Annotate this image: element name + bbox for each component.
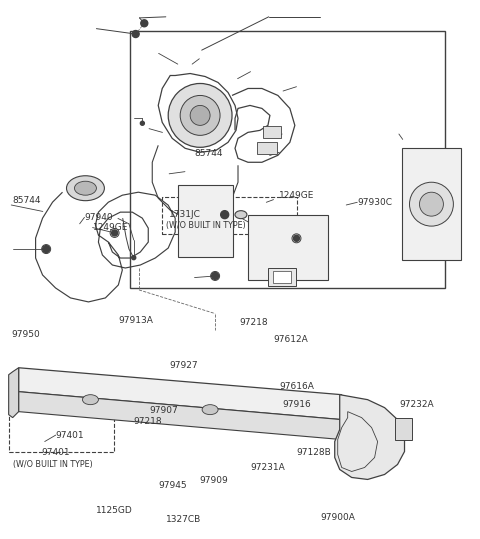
Polygon shape bbox=[19, 392, 342, 440]
Bar bbox=[273, 271, 291, 283]
Ellipse shape bbox=[67, 176, 104, 201]
Text: 97401: 97401 bbox=[41, 448, 70, 457]
Circle shape bbox=[409, 182, 454, 226]
Circle shape bbox=[190, 106, 210, 126]
Bar bbox=[402, 148, 461, 260]
Text: 1125GD: 1125GD bbox=[96, 506, 133, 515]
Text: 1327CB: 1327CB bbox=[166, 515, 201, 524]
Circle shape bbox=[292, 234, 301, 243]
Circle shape bbox=[180, 95, 220, 135]
Text: 97218: 97218 bbox=[134, 417, 162, 426]
Polygon shape bbox=[335, 395, 405, 480]
Circle shape bbox=[168, 84, 232, 147]
Ellipse shape bbox=[202, 405, 218, 414]
Text: 97907: 97907 bbox=[149, 406, 178, 415]
Bar bbox=[178, 185, 233, 257]
Text: (W/O BUILT IN TYPE): (W/O BUILT IN TYPE) bbox=[166, 221, 246, 230]
Bar bbox=[9, 389, 114, 452]
Circle shape bbox=[420, 192, 444, 216]
Circle shape bbox=[42, 245, 51, 253]
Text: 97913A: 97913A bbox=[118, 316, 153, 325]
Text: (W/O BUILT IN TYPE): (W/O BUILT IN TYPE) bbox=[12, 460, 93, 468]
Text: 85744: 85744 bbox=[12, 196, 41, 205]
Text: 97218: 97218 bbox=[239, 317, 268, 327]
Text: 97232A: 97232A bbox=[399, 400, 433, 410]
Bar bbox=[248, 215, 328, 280]
Text: 97616A: 97616A bbox=[279, 382, 314, 391]
Text: 97909: 97909 bbox=[199, 476, 228, 485]
Circle shape bbox=[43, 246, 49, 253]
Circle shape bbox=[112, 230, 118, 236]
Text: 97401: 97401 bbox=[56, 431, 84, 440]
Text: 97612A: 97612A bbox=[274, 335, 308, 344]
Circle shape bbox=[132, 255, 136, 260]
Text: 1249GE: 1249GE bbox=[93, 223, 128, 232]
Text: 97900A: 97900A bbox=[321, 513, 355, 522]
Circle shape bbox=[212, 272, 218, 279]
Ellipse shape bbox=[83, 395, 98, 405]
Circle shape bbox=[140, 121, 144, 125]
Circle shape bbox=[110, 229, 119, 238]
Bar bbox=[130, 31, 445, 288]
Text: 97916: 97916 bbox=[282, 400, 311, 410]
Text: 97945: 97945 bbox=[158, 481, 187, 490]
Bar bbox=[268, 268, 296, 286]
Ellipse shape bbox=[235, 211, 247, 219]
Circle shape bbox=[221, 211, 228, 219]
Text: 97128B: 97128B bbox=[297, 448, 331, 457]
Circle shape bbox=[293, 236, 300, 241]
Text: 97930C: 97930C bbox=[357, 198, 392, 207]
Bar bbox=[257, 142, 276, 154]
Text: 1731JC: 1731JC bbox=[169, 210, 201, 219]
Text: 97950: 97950 bbox=[11, 329, 40, 338]
Text: 97940: 97940 bbox=[84, 213, 113, 222]
Ellipse shape bbox=[74, 181, 96, 195]
Text: 1249GE: 1249GE bbox=[279, 191, 314, 200]
Text: 85744: 85744 bbox=[194, 149, 223, 158]
Bar bbox=[162, 197, 298, 234]
Circle shape bbox=[132, 31, 139, 38]
Text: 97927: 97927 bbox=[169, 361, 198, 370]
Bar bbox=[263, 126, 281, 138]
Text: 97231A: 97231A bbox=[251, 463, 285, 472]
Circle shape bbox=[141, 20, 148, 27]
Polygon shape bbox=[19, 368, 342, 420]
Polygon shape bbox=[9, 368, 19, 418]
Bar bbox=[395, 418, 412, 440]
Circle shape bbox=[211, 272, 219, 280]
